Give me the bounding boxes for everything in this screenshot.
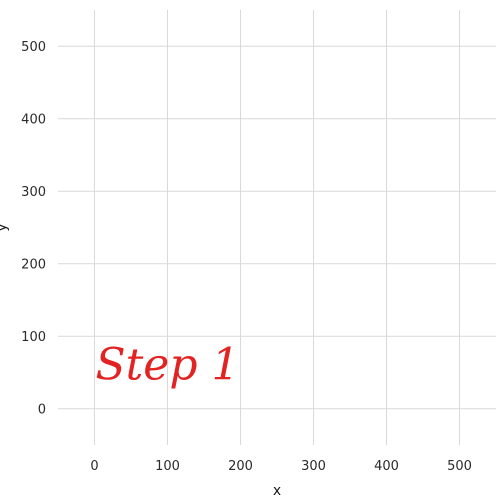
- grid-layer: [58, 10, 496, 445]
- x-tick-label: 300: [301, 459, 326, 474]
- x-axis-label: x: [273, 483, 281, 499]
- x-tick-label: 200: [228, 459, 253, 474]
- x-tick-label: 100: [155, 459, 180, 474]
- x-tick-label: 0: [90, 459, 98, 474]
- tick-labels: 0 100 200 300 400 500 0 100 200 300 400 500: [21, 40, 472, 474]
- annotation-layer: Step 1: [95, 339, 239, 390]
- x-tick-label: 500: [447, 459, 472, 474]
- y-tick-label: 0: [38, 402, 46, 417]
- y-tick-label: 200: [21, 257, 46, 272]
- y-tick-label: 400: [21, 112, 46, 127]
- y-tick-label: 300: [21, 185, 46, 200]
- y-tick-label: 500: [21, 40, 46, 55]
- y-axis-label: y: [0, 223, 10, 231]
- x-tick-label: 400: [374, 459, 399, 474]
- annotation-text: Step 1: [95, 339, 239, 390]
- y-tick-label: 100: [21, 330, 46, 345]
